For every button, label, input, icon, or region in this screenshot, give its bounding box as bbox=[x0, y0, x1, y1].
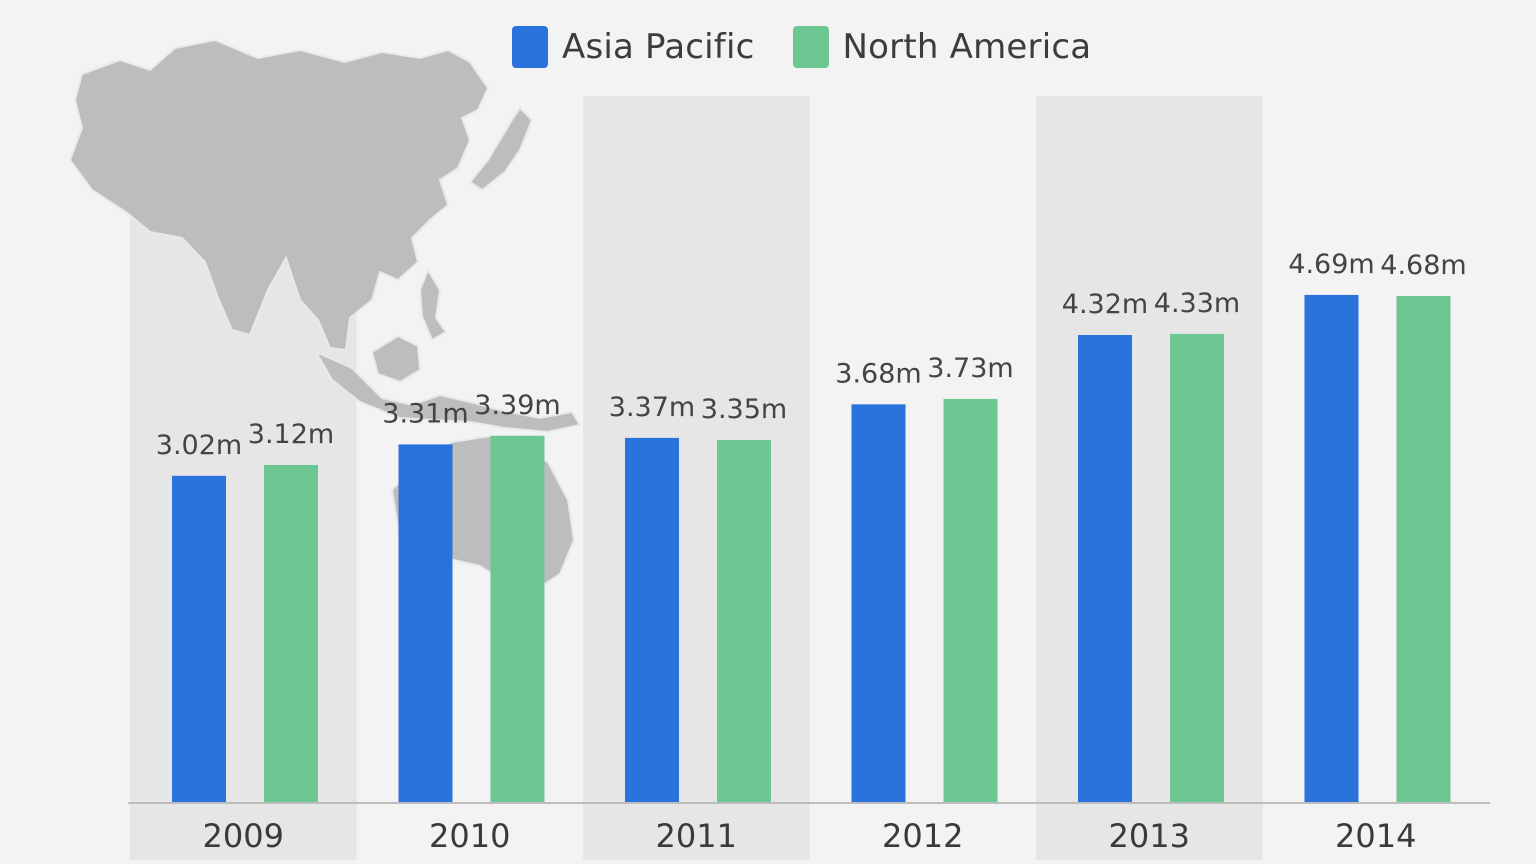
data-label-north-america-2011: 3.35m bbox=[701, 394, 787, 425]
x-tick-label-2014: 2014 bbox=[1335, 817, 1416, 855]
data-label-north-america-2010: 3.39m bbox=[474, 390, 560, 421]
bar-north-america-2012 bbox=[943, 398, 998, 803]
bar-asia-pacific-2010 bbox=[398, 444, 453, 803]
bar-asia-pacific-2011 bbox=[625, 437, 679, 803]
x-tick-labels: 2009 2010 2011 2012 2013 2014 bbox=[203, 817, 1417, 855]
bar-north-america-2013 bbox=[1170, 333, 1224, 803]
data-label-asia-pacific-2013: 4.32m bbox=[1062, 289, 1148, 320]
data-label-north-america-2012: 3.73m bbox=[927, 353, 1013, 384]
legend-label-asia-pacific: Asia Pacific bbox=[562, 27, 755, 67]
data-label-north-america-2014: 4.68m bbox=[1380, 250, 1466, 281]
indonesia-landmass bbox=[313, 349, 582, 434]
data-labels: 3.02m 3.12m 3.31m 3.39m 3.37m 3.35m 3.68m 3.73m… bbox=[156, 249, 1467, 461]
legend-swatch-asia-pacific bbox=[512, 26, 548, 68]
legend-item-asia-pacific: Asia Pacific bbox=[512, 26, 755, 68]
column-band-2011 bbox=[583, 96, 810, 860]
x-tick-label-2009: 2009 bbox=[203, 817, 284, 855]
data-label-asia-pacific-2012: 3.68m bbox=[835, 358, 921, 389]
philippines-landmass bbox=[418, 267, 448, 342]
column-band-2013 bbox=[1036, 96, 1263, 860]
data-label-asia-pacific-2010: 3.31m bbox=[382, 398, 468, 429]
legend-item-north-america: North America bbox=[792, 26, 1092, 68]
x-tick-label-2011: 2011 bbox=[656, 817, 737, 855]
data-label-asia-pacific-2011: 3.37m bbox=[609, 392, 695, 423]
japan-landmass bbox=[468, 106, 534, 192]
bars bbox=[172, 294, 1451, 803]
data-label-asia-pacific-2009: 3.02m bbox=[156, 430, 242, 461]
bar-north-america-2010 bbox=[490, 435, 545, 803]
data-label-asia-pacific-2014: 4.69m bbox=[1288, 249, 1374, 280]
legend-label-north-america: North America bbox=[842, 27, 1092, 67]
bar-north-america-2011 bbox=[717, 440, 771, 803]
borneo-landmass bbox=[370, 334, 422, 384]
asia-landmass bbox=[68, 38, 490, 352]
legend-swatch-north-america bbox=[792, 26, 829, 68]
data-label-north-america-2009: 3.12m bbox=[248, 419, 334, 450]
bar-north-america-2009 bbox=[264, 465, 318, 803]
x-tick-label-2013: 2013 bbox=[1109, 817, 1190, 855]
x-tick-label-2012: 2012 bbox=[882, 817, 963, 855]
bar-north-america-2014 bbox=[1396, 296, 1451, 803]
bar-asia-pacific-2009 bbox=[172, 475, 226, 803]
data-label-north-america-2013: 4.33m bbox=[1154, 288, 1240, 319]
bar-asia-pacific-2013 bbox=[1078, 335, 1132, 803]
x-tick-label-2010: 2010 bbox=[429, 817, 510, 855]
legend: Asia Pacific North America bbox=[512, 24, 1091, 70]
bar-asia-pacific-2012 bbox=[851, 404, 906, 803]
bar-asia-pacific-2014 bbox=[1304, 294, 1359, 803]
